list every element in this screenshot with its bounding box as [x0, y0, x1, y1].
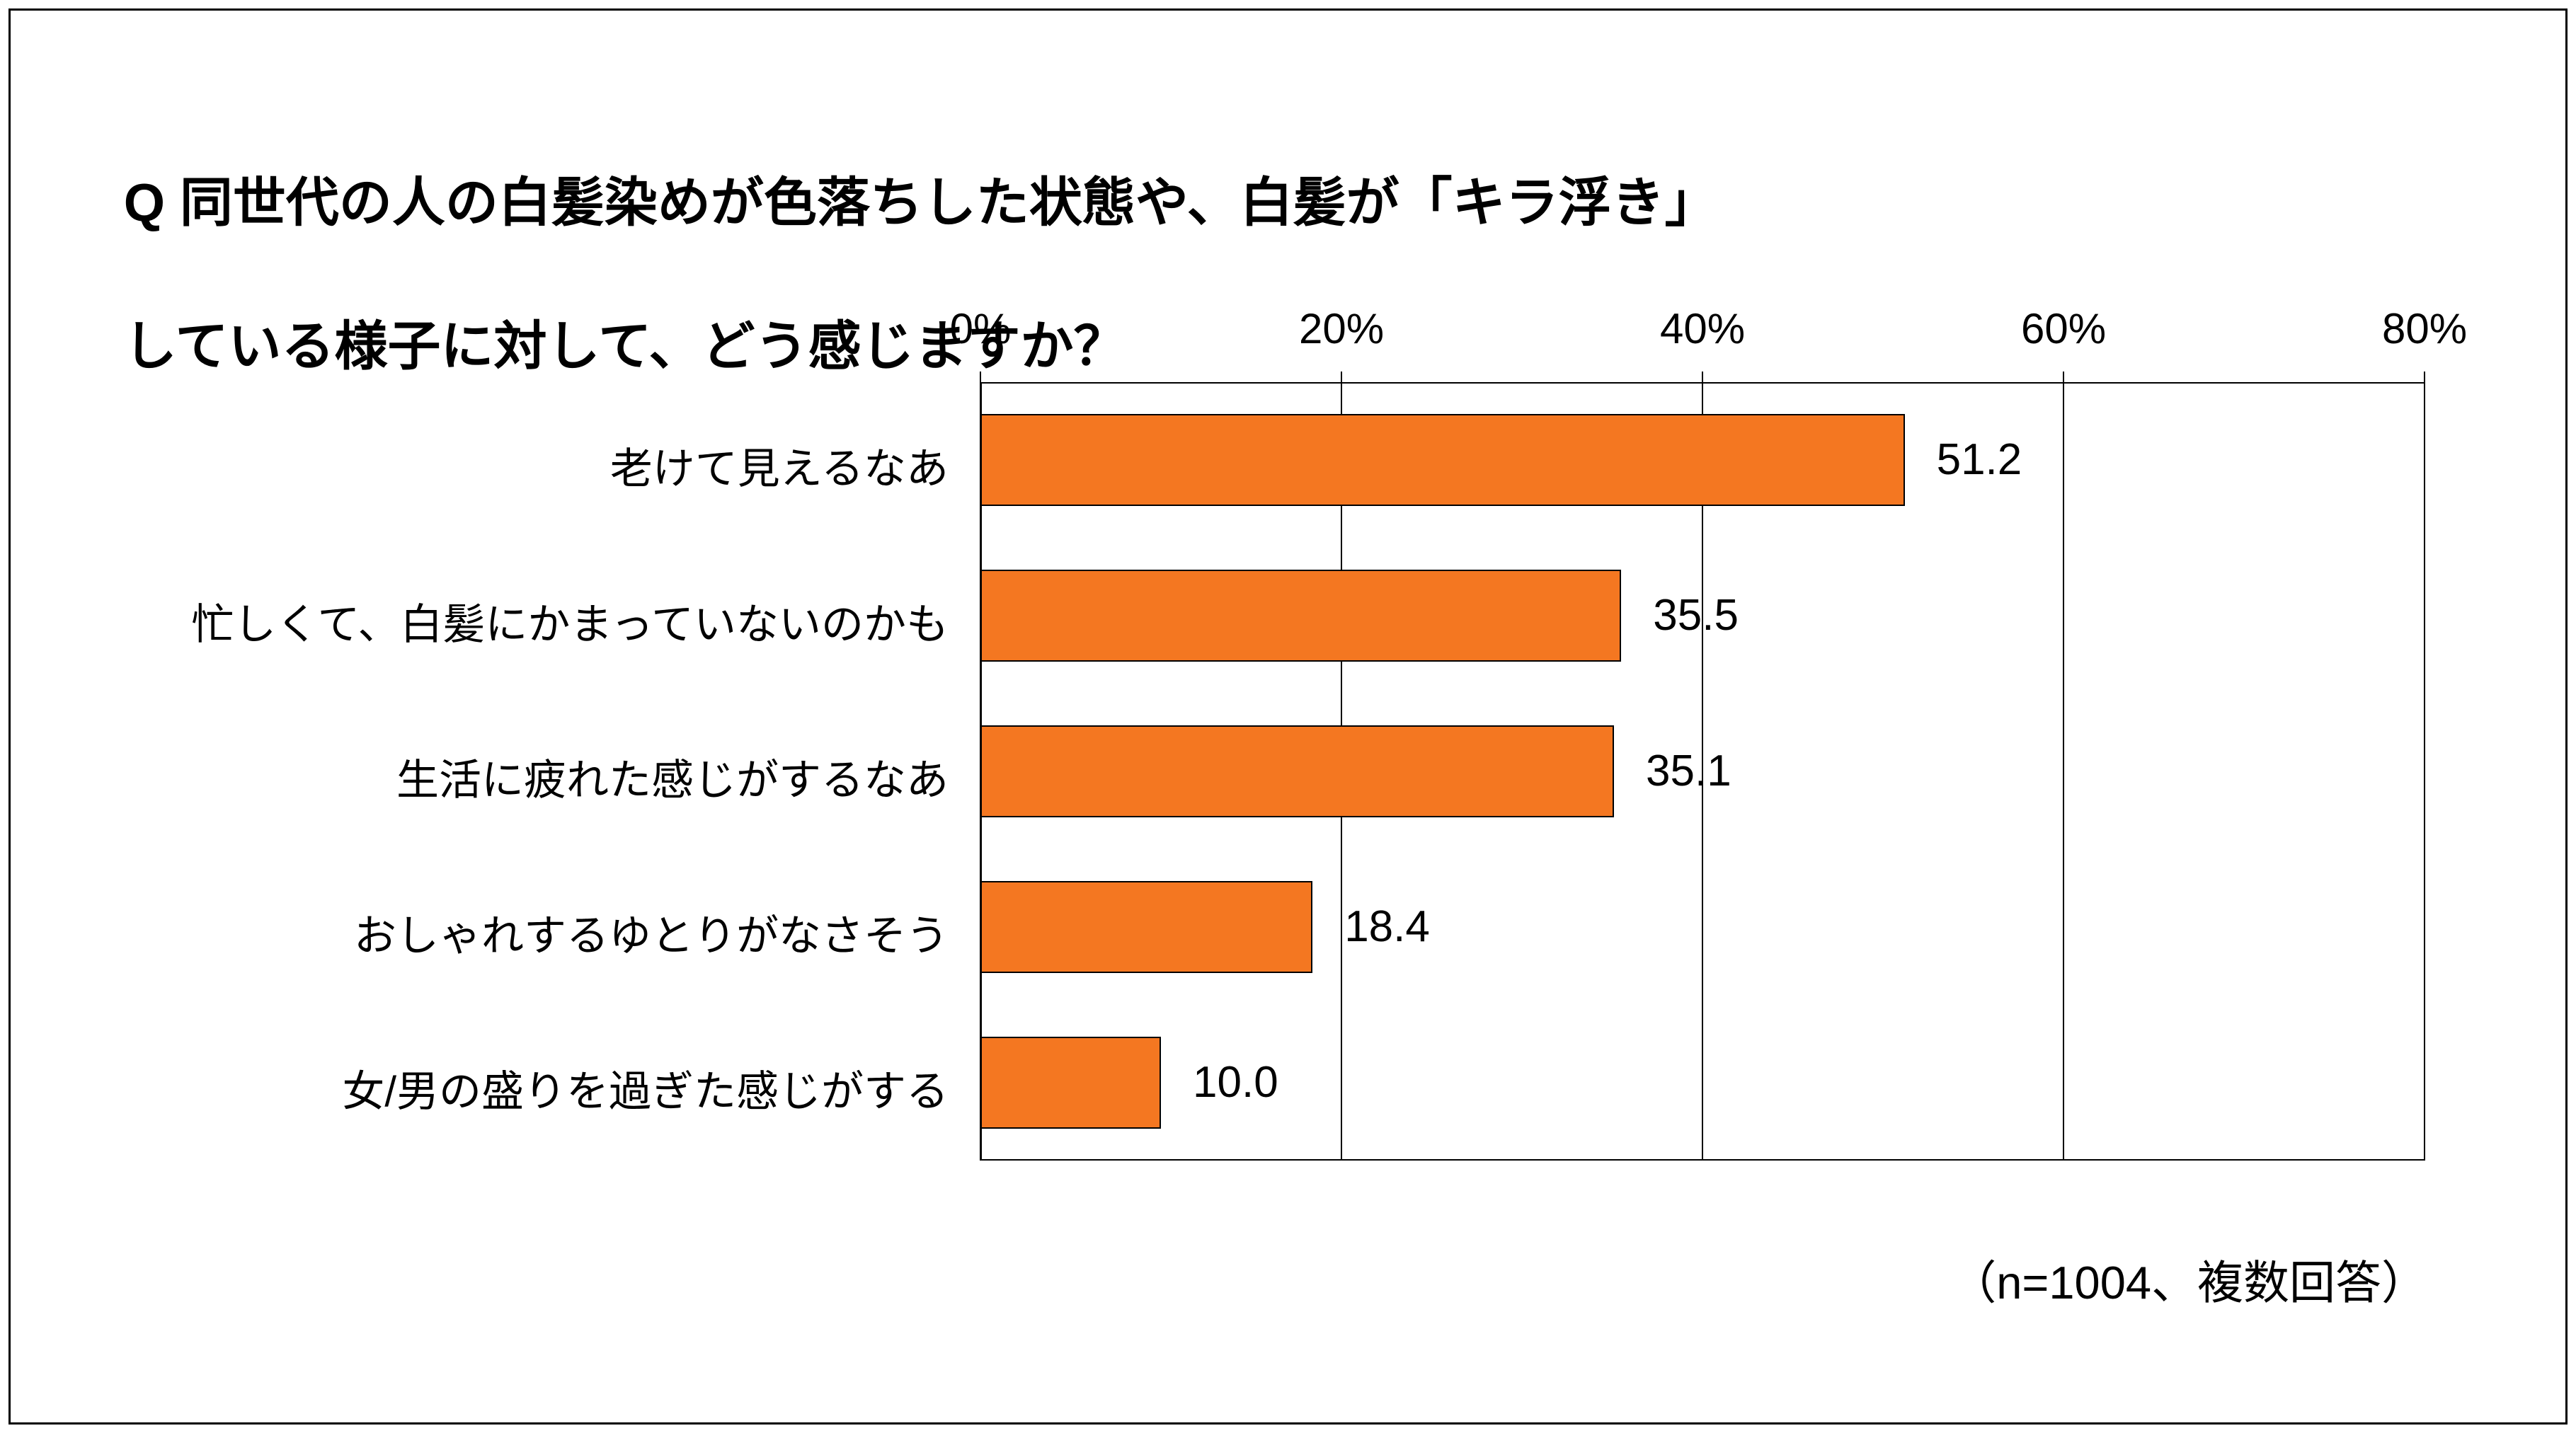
category-label: 生活に疲れた感じがするなあ [396, 746, 949, 807]
value-label: 10.0 [1193, 1057, 1278, 1107]
bar-baseline-tick [980, 1078, 982, 1087]
chart-title-line1: Q 同世代の人の白髪染めが色落ちした状態や、白髪が「キラ浮き」 [124, 173, 1718, 232]
category-label: 女/男の盛りを過ぎた感じがする [342, 1057, 949, 1119]
bar-baseline-tick [980, 456, 982, 464]
axis-tick-label: 20% [1271, 304, 1412, 353]
gridline [2063, 382, 2064, 1161]
axis-tick-mark [2063, 372, 2064, 382]
chart-footnote: （n=1004、複数回答） [1950, 1245, 2427, 1312]
value-label: 51.2 [1937, 434, 2022, 485]
bar-baseline-tick [980, 611, 982, 620]
bar-baseline-tick [980, 767, 982, 776]
axis-tick-label: 40% [1632, 304, 1773, 353]
category-label: おしゃれするゆとりがなさそう [354, 902, 949, 963]
bar [980, 881, 1312, 973]
axis-tick-mark [2424, 372, 2425, 382]
bar [980, 1037, 1161, 1129]
value-label: 35.5 [1653, 590, 1739, 640]
axis-tick-mark [980, 372, 981, 382]
bar-baseline-tick [980, 923, 982, 931]
axis-tick-label: 80% [2354, 304, 2495, 353]
gridline [2424, 382, 2425, 1161]
axis-tick-mark [1702, 372, 1703, 382]
bar [980, 570, 1621, 662]
bar [980, 414, 1905, 506]
category-label: 老けて見えるなあ [610, 434, 949, 496]
category-label: 忙しくて、白髪にかまっていないのかも [191, 590, 949, 652]
value-label: 35.1 [1646, 746, 1731, 796]
axis-tick-mark [1341, 372, 1342, 382]
bar [980, 725, 1614, 817]
value-label: 18.4 [1344, 902, 1430, 952]
chart-title: Q 同世代の人の白髪染めが色落ちした状態や、白髪が「キラ浮き」 している様子に対… [94, 96, 1718, 382]
axis-tick-label: 0% [910, 304, 1051, 353]
axis-tick-label: 60% [1993, 304, 2134, 353]
